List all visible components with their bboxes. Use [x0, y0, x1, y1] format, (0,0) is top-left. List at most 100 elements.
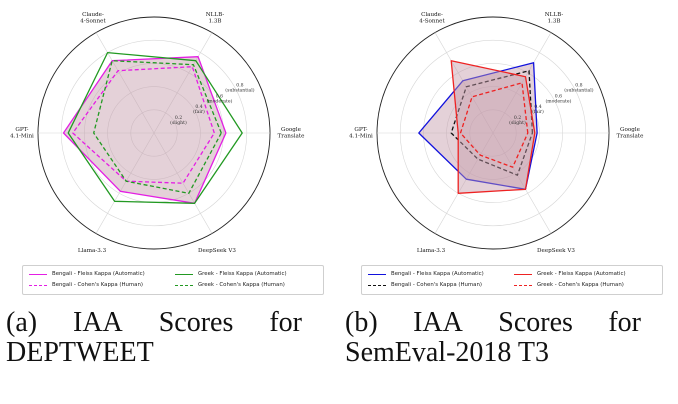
legend-item: Bengali - Fleiss Kappa (Automatic): [29, 269, 145, 279]
legend-swatch: [368, 284, 386, 286]
tick-label: 0.6 (moderate): [546, 93, 572, 104]
series-polygon-1: [62, 56, 227, 204]
legend-label: Bengali - Cohen's Kappa (Human): [391, 282, 482, 288]
caption-word: (b): [345, 307, 378, 338]
tick-label: 0.4 (fair): [193, 104, 205, 115]
legend-item: Greek - Cohen's Kappa (Human): [175, 280, 285, 290]
axis-label-line: Translate: [278, 134, 306, 140]
axis-label-line: Translate: [617, 134, 645, 140]
tick-label-line: (substantial): [564, 86, 593, 93]
radar-panel-deptweet: 0.2 (slight) 0.4 (fair) 0.6 (moderate) 0.8 (sub…: [6, 12, 324, 368]
radar-axis-labels: Google Translate NLLB-1.3B Claude-4-Sonnet G…: [10, 12, 305, 254]
axis-label-line: GPT-: [354, 127, 367, 133]
radar-chart-semeval: 0.2 (slight)0.4 (fair)0.6 (moderate)0.8 (sub…: [349, 12, 644, 254]
axis-spoke: [492, 132, 552, 234]
axis-label-line: 4.1-Mini: [10, 134, 34, 140]
legend-swatch: [368, 273, 386, 275]
tick-label-line: 0.4: [534, 104, 541, 110]
tick-label-line: 0.2: [514, 115, 521, 121]
legend-swatch: [175, 284, 193, 286]
caption-word: for: [608, 307, 641, 338]
radar-tick-labels: 0.2 (slight)0.4 (fair)0.6 (moderate)0.8 (sub…: [170, 82, 255, 126]
tick-label-line: (moderate): [207, 97, 233, 104]
axis-label: GPT-4.1-Mini: [349, 127, 373, 140]
tick-label-line: 0.6: [555, 93, 562, 99]
series-polygon-4: [459, 82, 529, 168]
radar-axis-labels: Google Translate NLLB-1.3B Claude-4-Sonnet G…: [349, 12, 644, 254]
legend-label: Bengali - Cohen's Kappa (Human): [52, 282, 143, 288]
legend-item: Bengali - Fleiss Kappa (Automatic): [368, 269, 484, 279]
axis-label-line: 4-Sonnet: [80, 19, 106, 25]
legend-swatch: [514, 273, 532, 275]
axis-label-line: Claude-: [421, 12, 443, 18]
legend-swatch: [514, 284, 532, 286]
tick-label: 0.8 (substantial): [564, 82, 593, 93]
radar-series: [62, 51, 243, 204]
tick-label-line: (moderate): [546, 97, 572, 104]
caption-word: IAA: [73, 307, 123, 338]
legend-label: Greek - Cohen's Kappa (Human): [537, 282, 624, 288]
tick-label: 0.4 (fair): [532, 104, 544, 115]
tick-label-line: 0.2: [175, 115, 182, 121]
legend: Bengali - Fleiss Kappa (Automatic) Benga…: [22, 265, 324, 295]
legend-item: Bengali - Cohen's Kappa (Human): [29, 280, 143, 290]
tick-label-line: (substantial): [225, 86, 254, 93]
legend-item: Greek - Cohen's Kappa (Human): [514, 280, 624, 290]
tick-label: 0.2 (slight): [509, 115, 526, 126]
tick-label: 0.2 (slight): [170, 115, 187, 126]
axis-label: Google Translate: [617, 127, 645, 140]
axis-label-line: 1.3B: [547, 19, 560, 25]
legend-item: Bengali - Cohen's Kappa (Human): [368, 280, 482, 290]
axis-label: GPT-4.1-Mini: [10, 127, 34, 140]
legend-label: Greek - Fleiss Kappa (Automatic): [198, 271, 287, 277]
axis-spoke: [434, 32, 494, 134]
axis-label-line: Llama-3.3: [78, 248, 107, 254]
axis-label: Claude-4-Sonnet: [80, 12, 106, 25]
axis-label-line: NLLB-: [206, 12, 225, 18]
legend-label: Bengali - Fleiss Kappa (Automatic): [52, 271, 145, 277]
tick-label-line: 0.6: [216, 93, 223, 99]
series-polygon-3: [450, 60, 536, 194]
tick-label-line: 0.8: [575, 82, 582, 88]
axis-spoke: [95, 32, 155, 134]
axis-label-line: 4.1-Mini: [349, 134, 373, 140]
radar-panel-semeval: 0.2 (slight) 0.4 (fair) 0.6 (moderate) 0.8 (sub…: [339, 0, 678, 404]
tick-label: 0.8 (substantial): [225, 82, 254, 93]
tick-label-line: (fair): [193, 108, 205, 115]
tick-label-line: (slight): [509, 119, 526, 126]
legend-label: Greek - Fleiss Kappa (Automatic): [537, 271, 626, 277]
axis-spoke: [153, 32, 213, 134]
axis-label-line: GPT-: [15, 127, 28, 133]
axis-label-line: Llama-3.3: [417, 248, 446, 254]
caption-dataset: SemEval-2018 T3: [345, 337, 550, 368]
tick-label-line: (slight): [170, 119, 187, 126]
axis-label: DeepSeek V3: [198, 248, 236, 254]
axis-label-line: Google: [281, 127, 302, 133]
legend: Bengali - Fleiss Kappa (Automatic) Benga…: [361, 265, 663, 295]
axis-spoke: [95, 132, 155, 234]
radar-chart-deptweet: 0.2 (slight)0.4 (fair)0.6 (moderate)0.8 (sub…: [10, 12, 305, 254]
series-polygon-2: [450, 70, 534, 176]
legend-swatch: [175, 273, 193, 275]
tick-label-line: 0.8: [236, 82, 243, 88]
radar-series: [418, 60, 538, 194]
axis-label-line: 4-Sonnet: [419, 19, 445, 25]
caption-dataset: DEPTWEET: [6, 337, 154, 368]
axis-label-line: DeepSeek V3: [537, 248, 575, 254]
tick-label-line: 0.4: [195, 104, 202, 110]
radar-grid: [37, 16, 271, 250]
radar-tick-labels: 0.2 (slight)0.4 (fair)0.6 (moderate)0.8 (sub…: [509, 82, 594, 126]
axis-spoke: [492, 32, 552, 134]
series-polygon-3: [67, 51, 243, 204]
figure-caption-a: (a) IAA Scores for DEPTWEET: [6, 308, 302, 368]
axis-label: NLLB-1.3B: [206, 12, 225, 25]
axis-label: Claude-4-Sonnet: [419, 12, 445, 25]
caption-word: for: [269, 307, 302, 338]
tick-label-line: (fair): [532, 108, 544, 115]
series-polygon-2: [72, 66, 215, 184]
axis-label-line: Claude-: [82, 12, 104, 18]
legend-item: Greek - Fleiss Kappa (Automatic): [175, 269, 287, 279]
axis-label-line: DeepSeek V3: [198, 248, 236, 254]
tick-label: 0.6 (moderate): [207, 93, 233, 104]
axis-spoke: [153, 132, 213, 234]
